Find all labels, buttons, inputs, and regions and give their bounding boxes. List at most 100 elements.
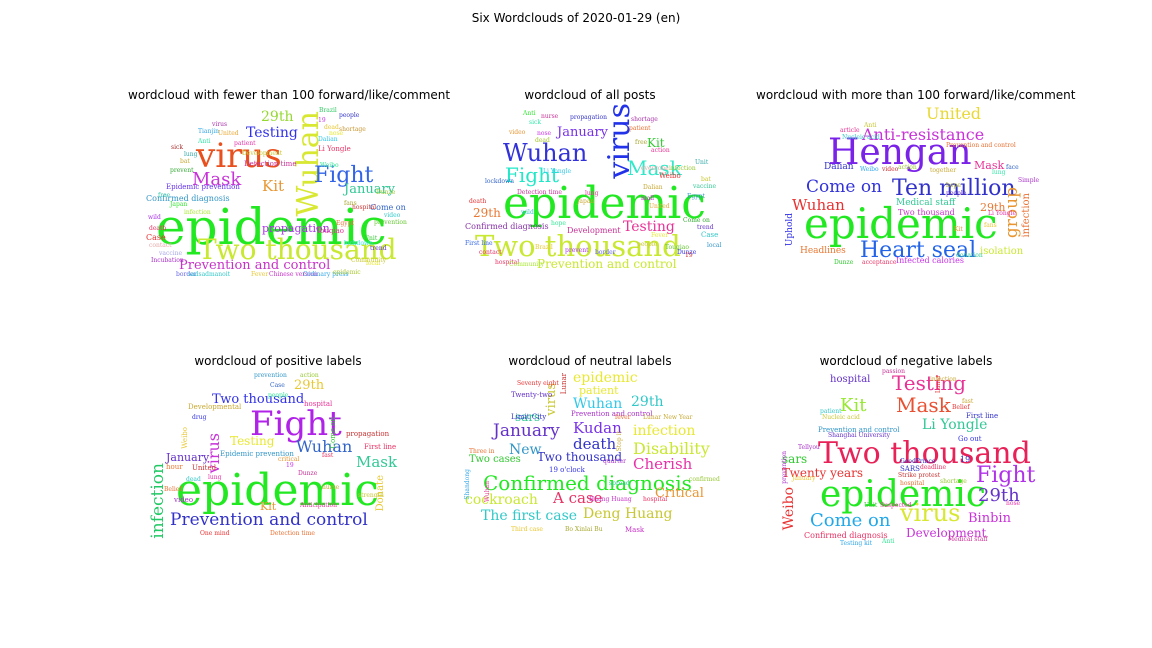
wordcloud-word: nose [329,130,344,137]
wordcloud-word: nurse [322,484,340,491]
wordcloud-word: United [218,130,239,137]
wordcloud-word: Two thousand [212,392,305,407]
wordcloud-word: wild [148,214,161,221]
wordcloud-word: Development [906,526,987,540]
wordcloud-word: Come on [370,203,406,212]
wordcloud-word: lung [992,169,1006,176]
wordcloud-word: Ordinary press [303,271,349,278]
wordcloud-word: Two cases [469,454,521,465]
wordcloud-word: patient [579,384,619,397]
wordcloud-word: Limit City [511,413,547,421]
wordcloud-word: Chinese version [269,271,318,278]
wordcloud-word: contact [149,242,172,249]
wordcloud-word: Confirmed diagnosis [804,531,888,540]
wordcloud-word: 19 [318,117,326,124]
panel-title: wordcloud with fewer than 100 forward/li… [128,88,451,102]
wordcloud-word: Uphold [785,213,795,247]
wordcloud-word: Li Yongle [988,210,1017,217]
wordcloud-word: Brazil [319,107,337,114]
wordcloud-word: bat [701,176,711,183]
wordcloud-word: Lunar [560,373,568,395]
wordcloud-word: 29th [261,109,294,125]
wordcloud-word: Heart seal [860,238,977,263]
wordcloud-word: quarter [603,458,626,465]
wordcloud-word: vaccine [159,250,183,257]
wordcloud-word: Belief [952,404,970,411]
wordcloud-word: people [339,112,360,119]
wordcloud-word: Touqiao [316,227,344,235]
wordcloud-word: sars [782,452,808,466]
wordcloud-word: infection [184,209,211,216]
wordcloud-word: Fever [651,232,669,239]
wordcloud-word: patient [234,140,256,147]
wordcloud-word: Huang Huang [589,496,632,503]
wordcloud-word: everyone [641,165,669,172]
wordcloud-word: strength [358,492,384,499]
wordcloud-word: free [635,139,648,146]
wordcloud-word: January [493,421,560,441]
wordcloud-word: dead [535,137,550,144]
wordcloud-word: epidemic [573,370,638,386]
wordcloud-word: shortage [339,126,366,133]
wordcloud-word: Anti [882,538,895,545]
wordcloud-word: Community [509,261,545,268]
wordcloud-word: Confirmed diagnosis [483,471,692,495]
wordcloud-word: confirmed [689,476,720,483]
wordcloud-word: Dunze [834,259,854,266]
wordcloud-word: Weibo [181,427,189,449]
wordcloud-word: video [384,212,401,219]
wordcloud-word: shortage [631,116,658,123]
wordcloud-word: Anti [523,110,536,117]
wordcloud-word: Mask [192,169,242,190]
wordcloud-word: Wuhan [296,437,353,456]
wordcloud-word: Kudan [573,419,622,437]
wordcloud-word: 19 [286,462,294,469]
wordcloud-word: Seventy eight [517,380,559,387]
wordcloud-word: Two thousand [898,208,955,217]
wordcloud-word: Unit [364,235,378,242]
wordcloud-word: Come on [810,510,891,531]
wordcloud-word: critical [278,456,300,463]
wordcloud: epidemic Fight Prevention and control Wuhan… [128,369,428,549]
wordcloud-word: Anti [198,138,211,145]
wordcloud-word: Prevention and control [170,510,368,530]
wordcloud-word: SARS [900,465,920,473]
wordcloud-word: Wuhan [503,139,588,167]
wordcloud-word: Epidemic prevention [166,183,240,191]
wordcloud-word: Dalian [318,136,338,143]
wordcloud-word: virus [196,136,282,176]
wordcloud-word: Mask [974,159,1005,172]
wordcloud-word: contact [479,249,502,256]
wordcloud-word: Fight [314,163,374,188]
wordcloud-word: video [174,496,194,504]
wordcloud-word: Anti-resistance [862,125,985,144]
wordcloud-word: United [649,203,670,210]
wordcloud-word: January [166,451,210,464]
wordcloud-word: Testing kit [840,540,873,547]
wordcloud-word: Testing [623,219,675,235]
wordcloud-word: Fight [250,404,342,444]
wordcloud-word: fever [615,414,631,421]
wordcloud-word: Development [567,226,621,235]
wordcloud-word: Critical [655,486,704,501]
wordcloud-word: epidemic [333,269,361,276]
wordcloud-word: patient [820,408,842,415]
panel-title: wordcloud of positive labels [194,354,362,368]
wordcloud-word: border [595,249,616,256]
wordcloud-word: Kit [647,136,665,150]
wordcloud-word: Brazil [535,244,553,251]
wordcloud-word: lockdown [344,240,373,247]
wordcloud-word: Weibo [320,162,339,169]
wordcloud-word: lung [184,151,198,158]
wordcloud-word: 29th [473,206,501,220]
wordcloud-word: Prevention and control [179,258,331,273]
wordcloud-panel: wordcloud with more than 100 forward/lik… [756,88,1075,288]
wordcloud-word: propagation [346,430,390,438]
wordcloud-word: lung [585,190,599,197]
wordcloud-word: nurse [541,113,559,120]
wordcloud-word: Mask [627,156,682,180]
wordcloud-word: Tellyou [798,444,820,451]
wordcloud-word: Come on [329,417,337,449]
wordcloud-word: Community [351,257,387,264]
wordcloud-word: Li Yongle [922,417,988,433]
